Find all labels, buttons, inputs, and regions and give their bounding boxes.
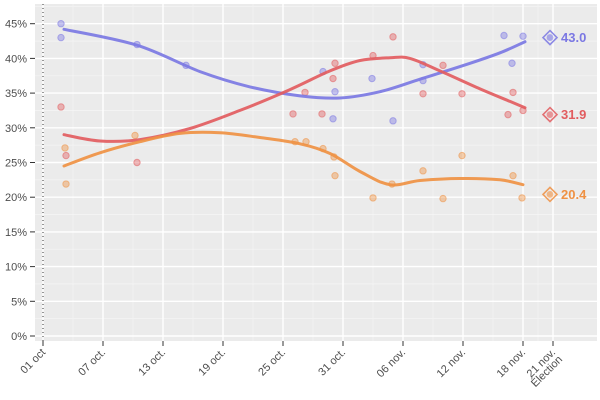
poll-point-orange [518,194,526,202]
poll-point-orange [419,167,427,175]
election-marker-red [541,106,559,123]
y-axis-label: 15% [5,227,27,239]
election-dot-purple [546,34,554,41]
poll-point-orange [509,171,517,180]
poll-point-red [318,110,326,118]
poll-point-purple [57,33,65,42]
y-axis-label: 0% [11,331,27,343]
poll-point-orange [62,180,70,188]
election-dot-red [546,111,554,119]
y-axis-label: 20% [5,192,27,204]
poll-point-red [329,74,337,83]
poll-point-red [458,90,466,98]
poll-point-orange [458,151,466,160]
y-axis-label: 25% [5,158,27,170]
poll-point-purple [519,32,527,40]
gridlines-major [35,4,597,341]
poll-point-red [289,110,297,118]
election-marker-orange [541,186,559,203]
poll-point-purple [508,59,516,67]
trend-line-red [62,55,527,143]
y-axis-label: 5% [11,296,27,308]
election-marker-purple [541,29,559,46]
y-axis-labels: 0% 5% 10% 15% 20% 25% 30% 35% 40% 45% [5,19,27,343]
poll-point-purple [389,117,397,125]
poll-point-red [133,158,141,167]
poll-point-orange [331,171,339,180]
y-axis-label: 10% [5,262,27,274]
election-dot-orange [546,191,554,198]
poll-point-red [331,59,339,67]
y-axis-label: 45% [5,19,27,31]
poll-point-red [504,110,512,119]
trend-line-purple [62,27,527,100]
y-axis-label: 40% [5,53,27,65]
poll-point-purple [57,20,65,28]
poll-point-red [62,151,70,160]
final-value-label-red: 31.9 [561,107,586,122]
poll-point-purple [329,115,337,123]
poll-point-purple [331,88,339,96]
poll-point-orange [439,194,447,203]
axis-ticks [30,23,554,346]
y-axis-label: 30% [5,123,27,135]
poll-point-red [389,33,397,41]
poll-point-orange [369,194,377,202]
poll-point-red [509,88,517,97]
poll-point-red [301,88,309,97]
poll-point-purple [500,31,508,40]
y-axis-label: 35% [5,88,27,100]
poll-point-purple [368,74,376,83]
poll-point-orange [61,144,69,152]
final-value-label-purple: 43.0 [561,30,586,45]
poll-points-red [57,33,527,167]
poll-point-red [439,61,447,70]
plot-panel [35,4,597,341]
final-value-label-orange: 20.4 [561,187,587,202]
poll-point-orange [131,131,139,140]
poll-point-red [419,90,427,98]
poll-point-red [57,103,65,111]
trend-line-orange [62,130,525,187]
